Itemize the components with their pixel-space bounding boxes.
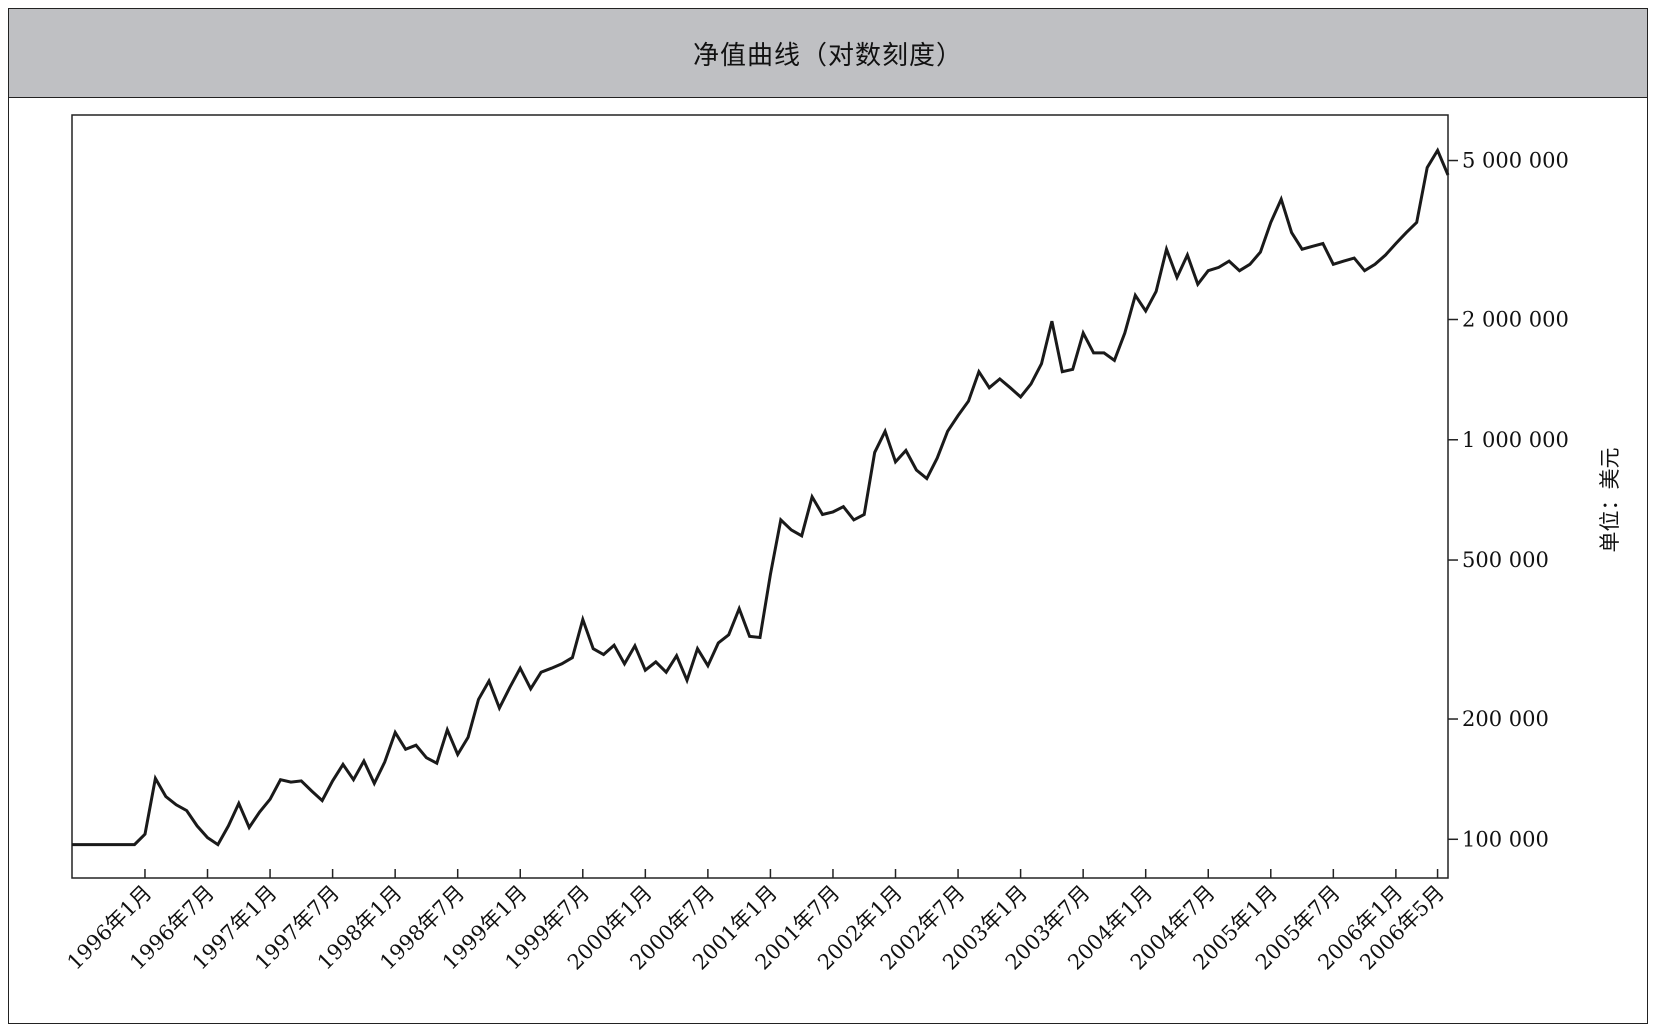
chart-title: 净值曲线（对数刻度） — [692, 40, 963, 71]
y-axis-label: 单位：美元 — [1598, 448, 1622, 553]
y-tick-label: 1 000 000 — [1462, 428, 1569, 452]
series-line — [72, 147, 1450, 847]
y-axis-ticks: 100 000 200 000 500 000 1 000 000 2 000 000 5… — [1448, 149, 1569, 851]
chart-frame: 净值曲线（对数刻度） — [8, 8, 1648, 1024]
y-tick-label: 100 000 — [1462, 827, 1549, 851]
y-tick-label: 500 000 — [1462, 548, 1549, 572]
y-tick-label: 5 000 000 — [1462, 149, 1569, 173]
x-axis-ticks: 1996年1月1996年7月1997年1月1997年7月1998年1月1998年… — [63, 869, 1449, 974]
series-layer — [72, 147, 1450, 847]
title-bar: 净值曲线（对数刻度） — [9, 9, 1647, 98]
y-tick-label: 2 000 000 — [1462, 308, 1569, 332]
y-tick-label: 200 000 — [1462, 707, 1549, 731]
plot-area — [71, 114, 1449, 879]
